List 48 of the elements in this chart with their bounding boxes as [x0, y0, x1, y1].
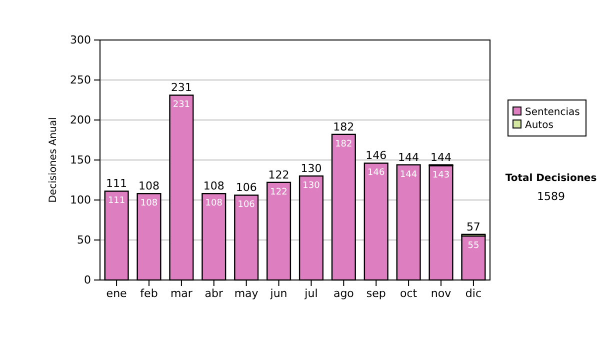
total-label: 111 [106, 177, 128, 190]
x-tick-label: sep [366, 286, 386, 300]
total-label: 108 [203, 180, 224, 193]
x-tick-label: jun [269, 286, 288, 300]
data-label: 108 [140, 198, 158, 209]
y-axis-title: Decisiones Anual [48, 117, 59, 203]
total-label: 122 [268, 168, 290, 182]
data-label: 130 [302, 181, 320, 191]
x-tick-label: ago [333, 286, 354, 300]
data-label: 231 [172, 100, 190, 110]
y-tick-label: 0 [84, 274, 91, 287]
legend-label: Sentencias [525, 107, 580, 118]
x-tick-label: ene [106, 286, 128, 300]
x-tick-label: jul [304, 286, 318, 300]
text: Total Decisiones [505, 173, 597, 184]
data-label: 111 [108, 196, 126, 206]
data-label: 143 [432, 170, 450, 181]
total-label: 146 [366, 149, 387, 162]
x-tick-label: oct [400, 286, 418, 300]
data-label: 106 [238, 200, 256, 210]
data-label: 146 [368, 168, 385, 178]
data-label: 55 [468, 241, 480, 251]
text: 1589 [537, 190, 565, 203]
total-label: 106 [236, 181, 257, 194]
y-tick-label: 50 [77, 234, 91, 247]
legend-label: Autos [525, 120, 554, 131]
data-label: 182 [335, 139, 352, 150]
x-tick-label: nov [430, 286, 452, 300]
data-label: 122 [270, 187, 288, 198]
y-tick-label: 300 [70, 34, 91, 47]
y-tick-label: 200 [70, 114, 91, 127]
total-label: 130 [300, 162, 322, 175]
x-tick-label: feb [140, 286, 158, 300]
y-tick-label: 100 [70, 194, 91, 207]
total-label: 108 [138, 180, 160, 193]
data-label: 144 [400, 170, 418, 180]
total-label: 144 [430, 150, 452, 164]
x-tick-label: abr [204, 286, 224, 300]
x-tick-label: dic [465, 286, 482, 300]
x-tick-label: mar [170, 286, 193, 300]
total-label: 182 [333, 120, 354, 134]
total-label: 144 [398, 150, 420, 164]
y-tick-label: 250 [70, 74, 91, 87]
y-tick-label: 150 [70, 154, 91, 167]
data-label: 108 [205, 198, 223, 209]
x-tick-label: may [234, 286, 259, 300]
total-label: 57 [466, 220, 480, 234]
total-label: 231 [170, 81, 192, 94]
